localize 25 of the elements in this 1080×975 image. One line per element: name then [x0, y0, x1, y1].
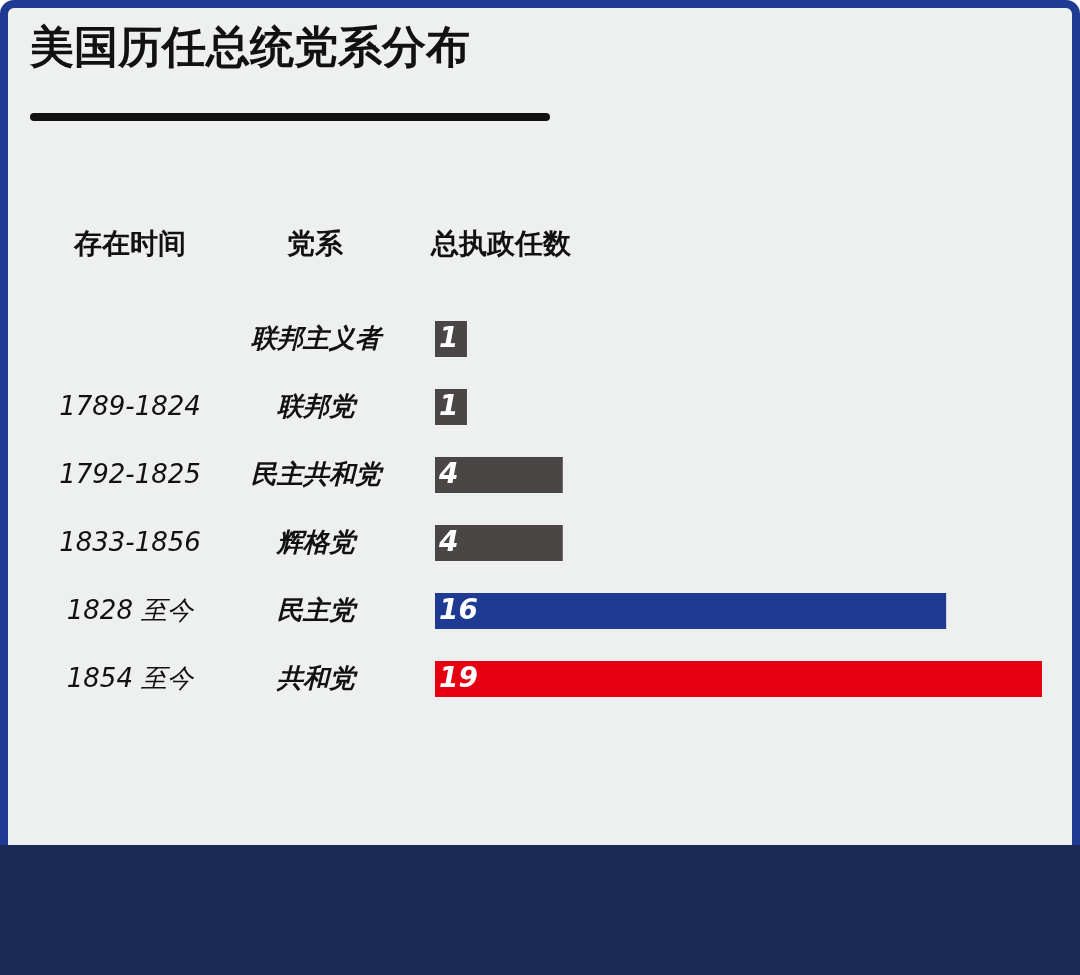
bar	[435, 524, 563, 562]
data-label: 1	[439, 321, 459, 354]
bar	[435, 592, 947, 630]
text: 1833-1856	[59, 527, 201, 557]
y-tick-label: 辉格党	[274, 527, 358, 557]
y-tick-label: 共和党	[275, 663, 358, 693]
bar	[435, 456, 563, 494]
data-label: 1	[439, 389, 459, 422]
text: 1854 至今	[66, 663, 196, 693]
data-label: 4	[438, 525, 459, 558]
text: 存在时间	[73, 227, 186, 260]
chart-title: 美国历任总统党系分布	[29, 21, 470, 72]
text: 1828 至今	[66, 595, 196, 625]
data-label: 16	[439, 593, 478, 626]
x-axis-title: 总执政任数	[430, 227, 572, 260]
bar	[435, 660, 1042, 698]
text: 1792-1825	[59, 459, 201, 489]
y-tick-label: 民主党	[276, 595, 358, 625]
data-label: 4	[438, 457, 459, 490]
y-tick-label: 联邦主义者	[250, 323, 384, 353]
text: 1789-1824	[59, 391, 201, 421]
y-axis-title: 党系	[286, 227, 344, 260]
data-label: 19	[439, 661, 478, 694]
y-tick-label: 联邦党	[276, 391, 358, 421]
y-tick-label: 民主共和党	[250, 459, 384, 489]
